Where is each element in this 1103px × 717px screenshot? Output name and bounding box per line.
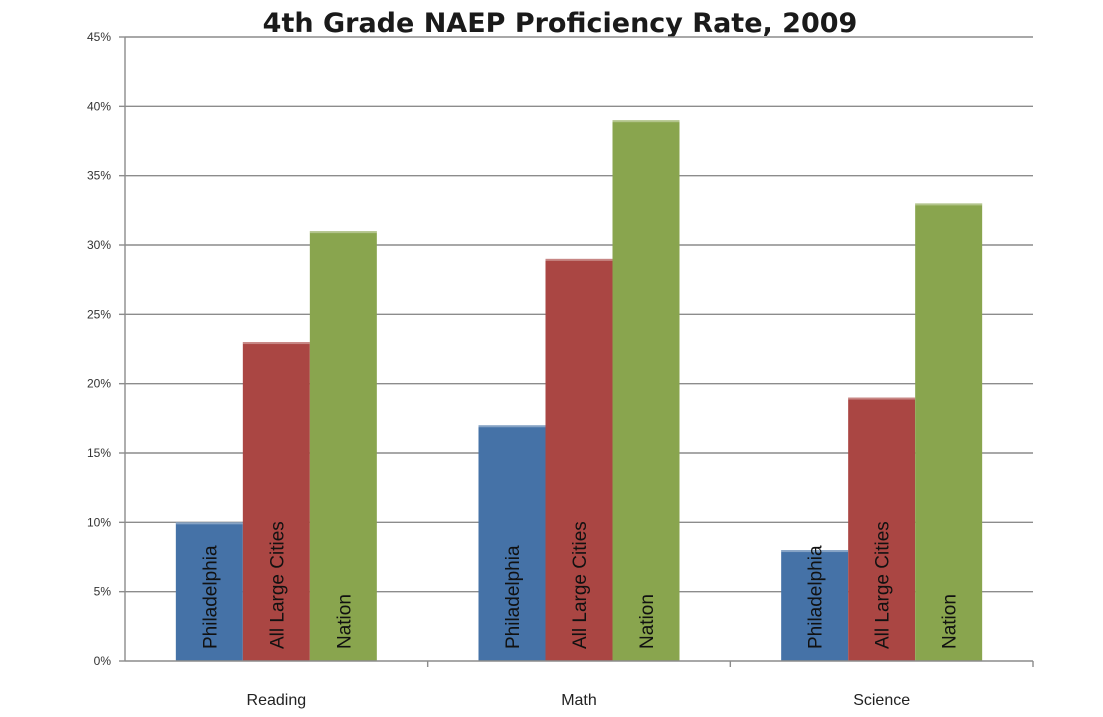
y-tick-label: 25% — [87, 307, 111, 321]
labels: 0% 5% 10% 15% 20% 25% 30% 35% 40% 45% Reading Phila… — [87, 30, 961, 709]
bar-series-label: Nation — [637, 594, 658, 649]
bar-philadelphia — [781, 550, 849, 661]
bar-top-edge — [612, 120, 680, 123]
bar-philadelphia — [175, 522, 243, 661]
bar-nation — [612, 120, 680, 661]
bar-top-edge — [545, 258, 613, 261]
y-tick-label: 5% — [94, 585, 112, 599]
bar-top-edge — [242, 342, 310, 345]
x-category-label: Science — [853, 692, 910, 709]
y-tick-label: 35% — [87, 169, 111, 183]
bar-all-large-cities — [848, 397, 916, 661]
y-tick-label: 10% — [87, 515, 111, 529]
bar-series-label: All Large Cities — [267, 521, 288, 649]
bar-series-label: Nation — [334, 594, 355, 649]
y-tick-label: 15% — [87, 446, 111, 460]
axes — [119, 36, 1034, 667]
bar-series-label: All Large Cities — [570, 521, 591, 649]
bar-all-large-cities — [545, 258, 613, 661]
bar-top-edge — [478, 425, 546, 428]
bar-top-edge — [309, 231, 377, 234]
bar-top-edge — [175, 522, 243, 525]
bar-series-label: Philadelphia — [806, 545, 827, 649]
bar-all-large-cities — [242, 342, 310, 661]
y-tick-label: 20% — [87, 377, 111, 391]
bar-philadelphia — [478, 425, 546, 661]
bar-top-edge — [848, 397, 916, 400]
y-tick-label: 30% — [87, 238, 111, 252]
x-category-label: Reading — [247, 692, 307, 709]
bar-nation — [309, 231, 377, 661]
bar-nation — [915, 203, 983, 661]
bar-series-label: Philadelphia — [503, 545, 524, 649]
bar-top-edge — [781, 550, 849, 553]
y-tick-label: 45% — [87, 30, 111, 44]
y-tick-label: 0% — [94, 654, 112, 668]
bar-series-label: Philadelphia — [200, 545, 221, 649]
chart-title: 4th Grade NAEP Proficiency Rate, 2009 — [263, 8, 858, 39]
bars — [175, 120, 983, 661]
bar-top-edge — [915, 203, 983, 206]
bar-series-label: Nation — [940, 594, 961, 649]
y-tick-label: 40% — [87, 99, 111, 113]
x-category-label: Math — [561, 692, 597, 709]
bar-series-label: All Large Cities — [873, 521, 894, 649]
